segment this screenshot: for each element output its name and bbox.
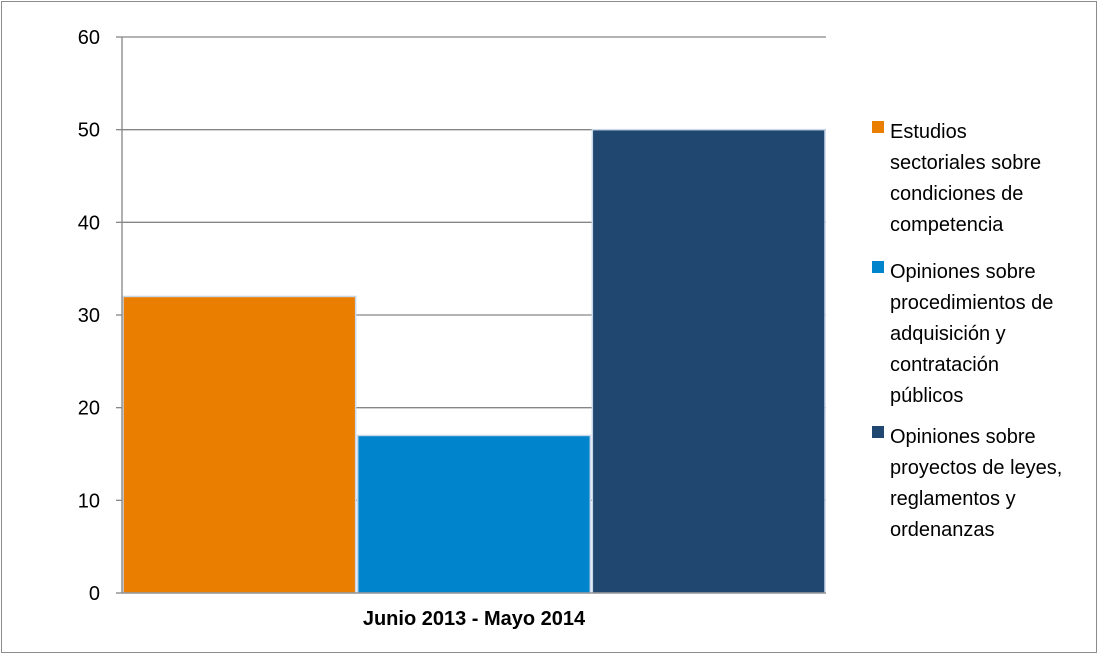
legend-label-line: competencia (890, 214, 1004, 236)
y-tick-label: 20 (78, 398, 100, 420)
y-tick-label: 60 (78, 27, 100, 49)
y-tick-label: 30 (78, 305, 100, 327)
legend-swatch (872, 261, 884, 273)
legend-item-3: Opiniones sobre proyectos de leyes, reglam… (872, 426, 1062, 541)
y-tick-label: 40 (78, 212, 100, 234)
legend-label-line: públicos (890, 385, 963, 407)
y-tick-label: 50 (78, 120, 100, 142)
x-category-label: Junio 2013 - Mayo 2014 (363, 608, 586, 630)
y-tick-label: 0 (89, 583, 100, 605)
legend-label-line: ordenanzas (890, 519, 995, 541)
legend-label-line: Opiniones sobre (890, 261, 1036, 283)
legend-label-line: proyectos de leyes, (890, 457, 1062, 479)
legend-label-line: sectoriales sobre (890, 152, 1041, 174)
bars (122, 128, 826, 594)
legend-label-line: procedimientos de (890, 292, 1053, 314)
y-ticks: 0 10 20 30 40 50 60 (78, 27, 122, 605)
legend-swatch (872, 426, 884, 438)
legend-label-line: contratación (890, 354, 999, 376)
legend-label-line: Estudios (890, 121, 967, 143)
legend-swatch (872, 121, 884, 133)
bar-1 (122, 295, 357, 594)
legend-item-1: Estudios sectoriales sobre condiciones de c… (872, 121, 1041, 236)
legend-label-line: reglamentos y (890, 488, 1016, 510)
legend-label-line: Opiniones sobre (890, 426, 1036, 448)
y-tick-label: 10 (78, 490, 100, 512)
bar-3 (591, 128, 826, 594)
legend-item-2: Opiniones sobre procedimientos de adquisic… (872, 261, 1053, 407)
legend-label-line: condiciones de (890, 183, 1023, 205)
bar-2 (356, 434, 592, 594)
legend-label-line: adquisición y (890, 323, 1006, 345)
legend: Estudios sectoriales sobre condiciones de c… (872, 121, 1062, 541)
